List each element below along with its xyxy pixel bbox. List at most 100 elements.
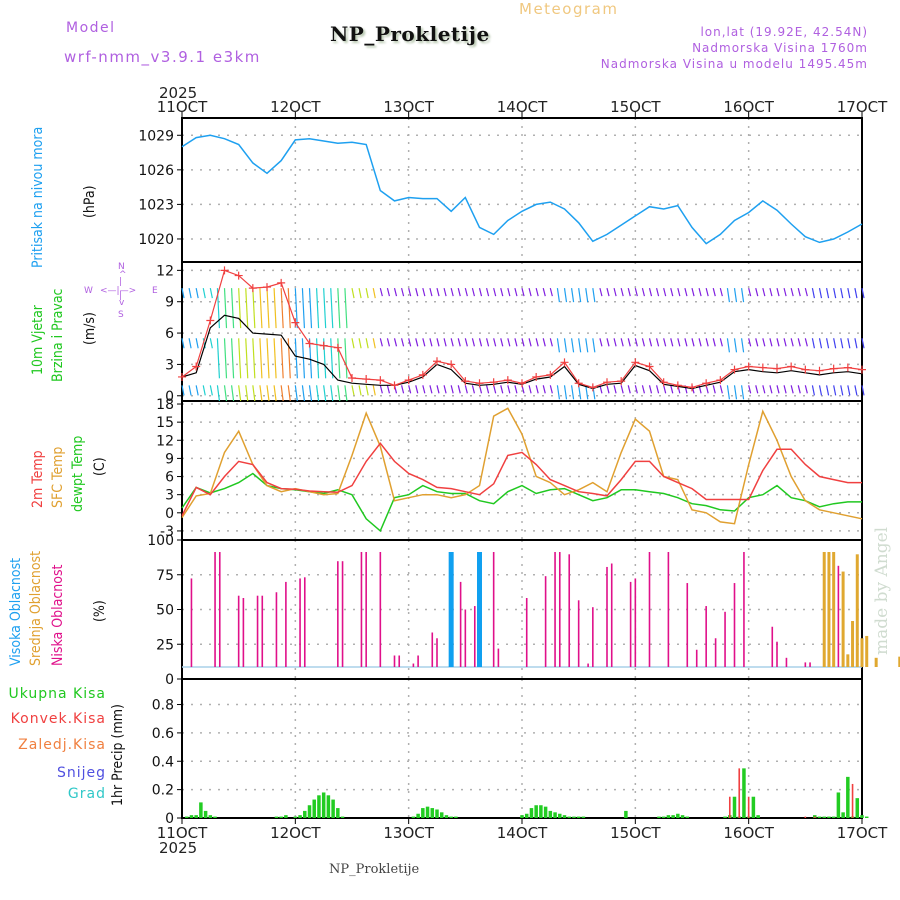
wind-arrow: [209, 385, 213, 396]
wind-arrow: [670, 385, 674, 394]
precip-total-bar: [312, 799, 316, 818]
precip-total-bar: [539, 805, 543, 818]
wind-arrow: [811, 385, 816, 396]
wind-arrow: [641, 385, 645, 394]
wind-arrow: [769, 287, 773, 297]
cloud-low-bar: [771, 626, 774, 667]
wind-arrow: [365, 338, 369, 349]
y-tick-label: 3: [165, 488, 174, 504]
wind-arrow: [493, 385, 497, 394]
precip-total-bar: [548, 810, 553, 818]
precip-total-bar: [307, 805, 312, 818]
wind-arrow: [379, 338, 383, 347]
cloud-low-bar: [686, 583, 689, 667]
wind-arrow: [585, 385, 589, 400]
precip-total-bar: [543, 806, 548, 818]
wind-gust-marker: [390, 381, 399, 390]
cloud-low-bar: [261, 595, 264, 667]
wind-arrow: [181, 288, 185, 299]
wind-arrow: [726, 385, 731, 400]
wind-arrow: [195, 288, 199, 299]
wind-arrow: [188, 385, 192, 396]
cloud-low-bar: [587, 663, 589, 667]
wind-arrow: [840, 338, 844, 349]
precip-total-bar: [581, 816, 586, 818]
x-tick-label-top: 17OCT: [837, 98, 888, 116]
wind-arrow: [266, 338, 270, 379]
precip-total-bar: [553, 812, 557, 818]
wind-arrow: [684, 338, 688, 347]
wind-arrow: [216, 385, 221, 402]
wind-arrow: [797, 385, 801, 394]
wind-gust-marker: [220, 266, 229, 275]
wind-gust-marker: [688, 383, 696, 392]
wind-gust-marker: [206, 316, 215, 325]
precip-total-bar: [576, 816, 581, 818]
wind-arrow: [287, 385, 291, 402]
wind-arrow: [351, 338, 355, 349]
wind-arrow: [776, 385, 780, 394]
cloud-low-bar: [592, 607, 594, 667]
cloud-low-bar: [743, 552, 745, 667]
wind-arrow: [372, 385, 376, 396]
wind-gust-marker: [617, 377, 626, 386]
wind-arrow: [627, 287, 631, 297]
wind-arrow: [599, 287, 603, 297]
precip-total-bar: [732, 796, 737, 818]
wind-arrow: [535, 385, 539, 394]
precip-total-bar: [624, 810, 628, 818]
wind-arrow: [790, 287, 794, 297]
wind-arrow: [486, 385, 490, 394]
cloud-high-bar: [477, 552, 482, 667]
wind-arrow: [436, 385, 440, 394]
cloud-low-bar: [360, 552, 363, 667]
wind-gust-marker: [461, 377, 470, 386]
x-tick-label-top: 15OCT: [610, 98, 661, 116]
cloud-mid-bar: [865, 635, 869, 667]
precip-total-bar: [524, 813, 529, 818]
wind-arrow: [762, 287, 766, 297]
cloud-low-bar: [558, 552, 561, 667]
wind-gust-marker: [645, 362, 654, 371]
cloud-high-bar: [448, 552, 454, 667]
wind-arrow: [223, 385, 228, 402]
cloud-mid-bar: [841, 571, 845, 667]
cloud-low-bar: [393, 655, 396, 667]
y-tick-label: 9: [165, 451, 174, 467]
cloud-low-bar: [804, 662, 807, 667]
cloud-low-bar: [497, 648, 500, 667]
wind-arrow: [294, 338, 298, 379]
cloud-low-bar: [634, 578, 637, 667]
wind-arrow: [429, 287, 433, 297]
cloud-low-bar: [492, 552, 495, 667]
wind-arrow: [570, 338, 575, 353]
wind-arrow: [436, 338, 440, 347]
precip-total-bar: [534, 805, 538, 818]
wind-arrow: [797, 287, 801, 297]
cloud-low-bar: [809, 662, 811, 667]
wind-arrow: [202, 385, 206, 396]
x-tick-label-top: 16OCT: [723, 98, 774, 116]
wind-arrow: [429, 385, 433, 394]
cloud-low-bar: [473, 606, 476, 667]
wind-arrow: [861, 288, 865, 299]
wind-gust-marker: [277, 278, 286, 287]
precip-frz-label: Zaledj.Kisa: [18, 737, 106, 753]
cloud-low-bar: [341, 561, 344, 667]
precip-total-bar: [657, 816, 661, 818]
wind-arrow: [705, 287, 709, 297]
wind-arrow: [500, 338, 504, 347]
cloud-low-bar: [705, 606, 707, 667]
wind-arrow: [188, 288, 192, 299]
wind-arrow: [521, 338, 525, 347]
wind-arrow: [542, 338, 546, 347]
wind-gust-marker: [673, 381, 682, 390]
wind-arrow: [663, 385, 667, 394]
pressure-line: [181, 134, 863, 245]
wind-arrow: [712, 287, 716, 297]
wind-arrow: [315, 288, 320, 329]
x-tick-label-bottom: 14OCT: [497, 824, 548, 842]
wind-arrow: [854, 288, 858, 299]
wind-arrow: [422, 287, 426, 297]
wind-gust-marker: [418, 370, 427, 379]
